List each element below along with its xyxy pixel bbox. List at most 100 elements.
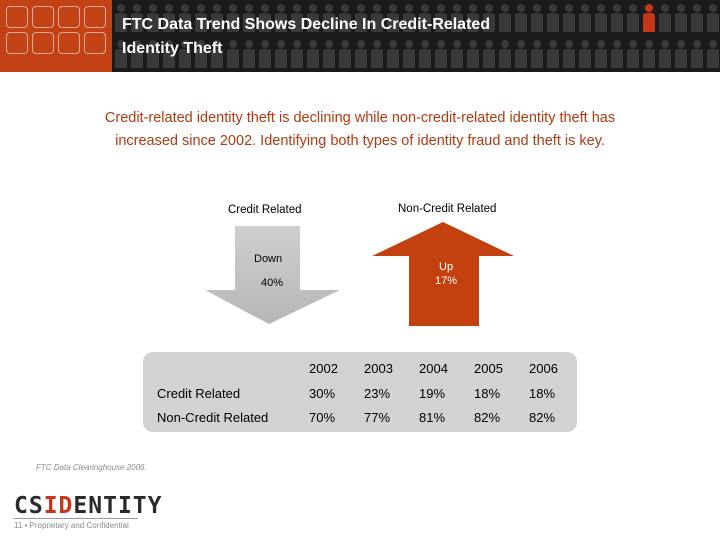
person-icon [114,4,128,32]
table-cell: 18% [474,386,501,401]
row-label: Non-Credit Related [157,410,269,425]
person-icon [178,4,192,32]
person-icon [386,40,400,68]
brand-part3: ENTITY [73,493,163,519]
person-icon [242,40,256,68]
person-icon [210,4,224,32]
person-icon [610,40,624,68]
person-icon [274,4,288,32]
brand-part1: CS [14,493,44,519]
logo-square-icon [58,32,80,54]
person-icon [322,40,336,68]
person-icon [450,40,464,68]
down-arrow-icon [205,226,340,324]
brand-logo: CSIDENTITY [14,493,163,519]
non-credit-related-label: Non-Credit Related [398,203,497,215]
person-icon [498,4,512,32]
person-icon [546,40,560,68]
logo-square-icon [6,6,28,28]
table-cell: 77% [364,410,391,425]
person-icon [450,4,464,32]
person-icon [370,40,384,68]
person-icon [578,4,592,32]
intro-line2: increased since 2002. Identifying both t… [115,133,605,149]
person-icon [242,4,256,32]
person-icon [594,40,608,68]
person-icon [690,40,704,68]
person-icon [338,4,352,32]
person-icon [258,4,272,32]
slide-title-line2: Identity Theft [122,40,223,57]
source-note: FTC Data Clearinghouse 2006. [36,463,147,472]
logo-square-icon [32,32,54,54]
table-cell: 70% [309,410,336,425]
person-icon [706,4,720,32]
person-icon [626,40,640,68]
person-icon [162,4,176,32]
table-cell: 82% [474,410,501,425]
credit-related-label: Credit Related [228,204,302,216]
person-icon [274,40,288,68]
person-icon [642,4,656,32]
person-icon [146,40,160,68]
person-icon [290,40,304,68]
logo-square-icon [32,6,54,28]
down-arrow-shape [205,226,340,324]
person-icon [562,40,576,68]
header-logo-block [0,0,112,72]
person-icon [370,4,384,32]
person-icon [674,40,688,68]
person-icon [130,40,144,68]
person-icon [594,4,608,32]
person-icon [418,40,432,68]
person-icon [178,40,192,68]
person-icon [114,40,128,68]
year-header: 2003 [364,361,393,376]
table-cell: 82% [529,410,556,425]
person-icon [226,4,240,32]
data-table [143,352,577,432]
person-icon [354,40,368,68]
person-icon [194,4,208,32]
person-icon [578,40,592,68]
up-arrow-icon [372,222,514,326]
page-footer: 11 • Proprietary and Confidential [14,521,129,530]
slide-title: FTC Data Trend Shows Decline In Credit-R… [122,13,490,61]
down-value: 40% [261,277,284,289]
up-arrow-shape [372,222,514,326]
person-icon [194,40,208,68]
person-icon [210,40,224,68]
up-value: 17% [435,275,458,287]
year-header: 2004 [419,361,448,376]
table-cell: 23% [364,386,391,401]
person-icon [130,4,144,32]
down-label: Down [254,253,283,265]
person-icon [402,40,416,68]
person-icon [546,4,560,32]
person-icon [530,4,544,32]
person-icon [626,4,640,32]
footer-divider [14,518,138,519]
table-cell: 19% [419,386,446,401]
logo-square-icon [58,6,80,28]
person-icon [642,40,656,68]
person-icon [514,40,528,68]
person-icon [562,4,576,32]
person-icon [482,4,496,32]
person-icon [466,40,480,68]
year-header: 2005 [474,361,503,376]
person-icon [306,4,320,32]
table-cell: 18% [529,386,556,401]
person-icon [610,4,624,32]
person-icon [162,40,176,68]
person-icon [258,40,272,68]
person-icon [338,40,352,68]
person-icon [306,40,320,68]
person-icon [402,4,416,32]
person-icon [226,40,240,68]
logo-square-icon [6,32,28,54]
person-icon [690,4,704,32]
up-label: Up [439,261,454,273]
person-icon [498,40,512,68]
person-icon [530,40,544,68]
